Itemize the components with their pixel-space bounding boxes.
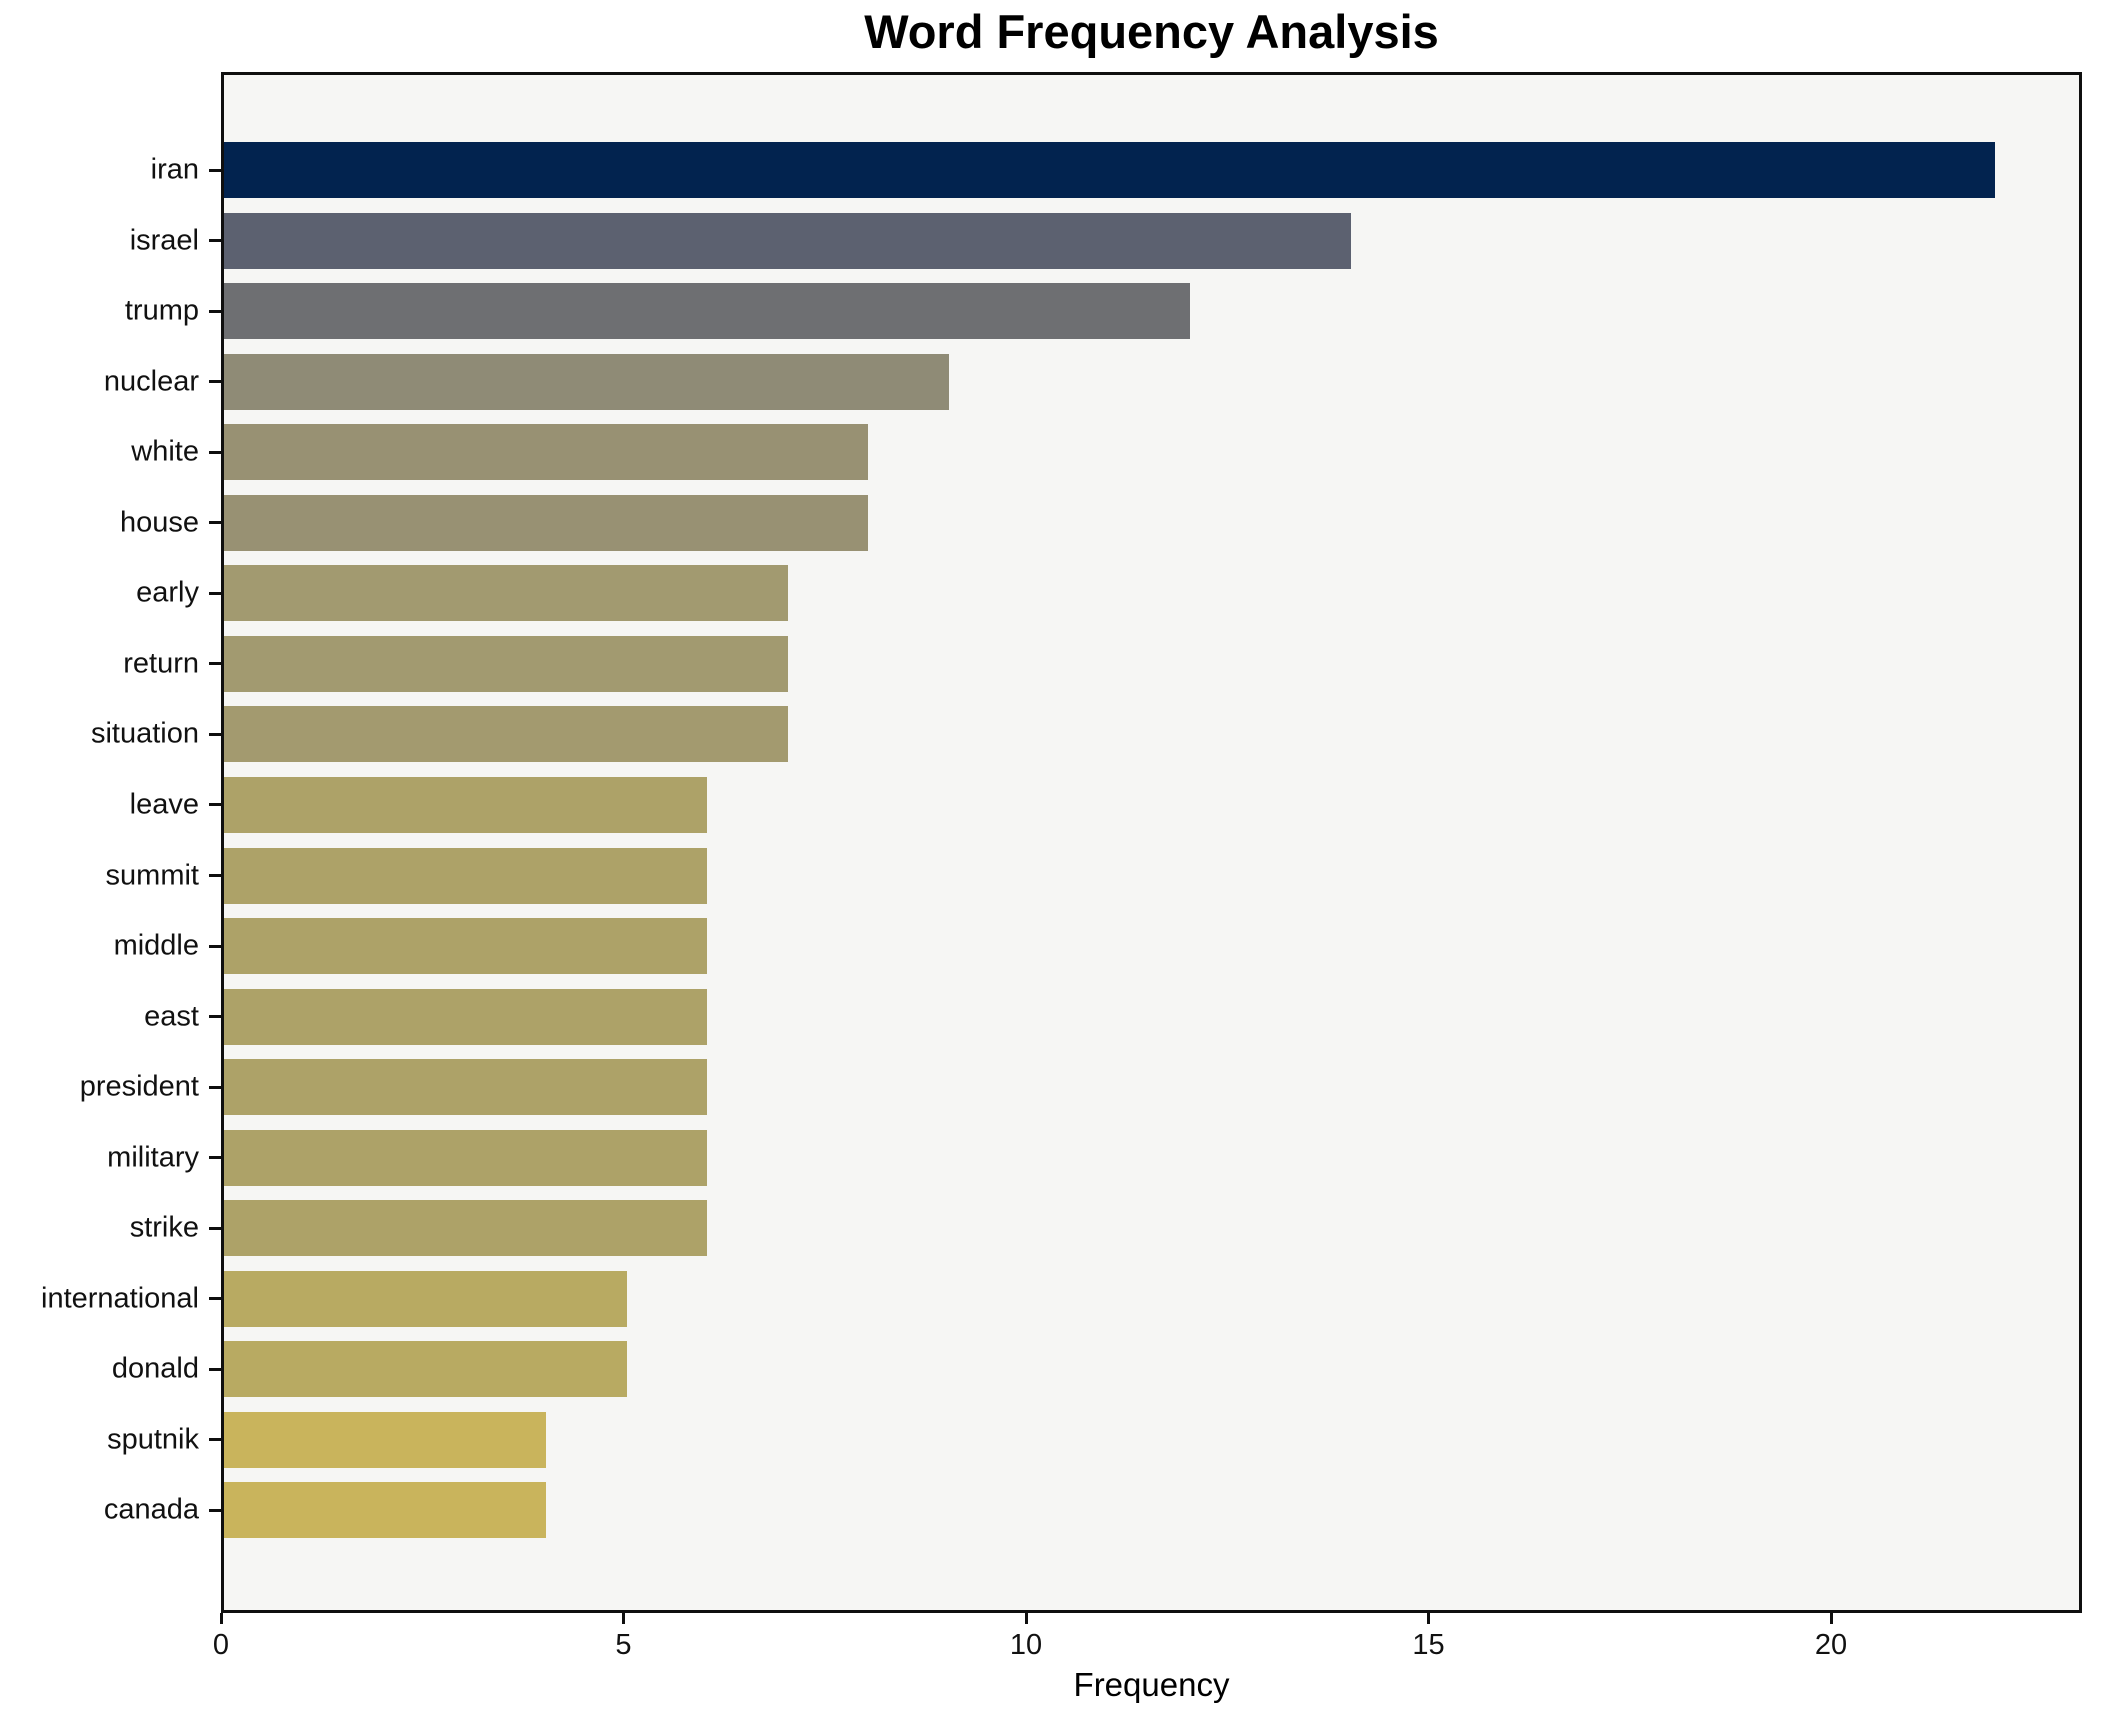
ytick-mark-nuclear: [209, 380, 221, 384]
ytick-mark-strike: [209, 1226, 221, 1230]
ytick-label-trump: trump: [124, 294, 199, 327]
ytick-label-international: international: [41, 1282, 199, 1315]
xtick-mark-0: [219, 1613, 223, 1624]
xtick-label-10: 10: [1009, 1629, 1043, 1661]
bar-situation: [224, 706, 788, 763]
ytick-mark-leave: [209, 803, 221, 807]
bar-east: [224, 988, 707, 1045]
ytick-label-early: early: [136, 576, 199, 609]
ytick-mark-canada: [209, 1508, 221, 1512]
ytick-label-strike: strike: [129, 1211, 199, 1244]
ytick-label-nuclear: nuclear: [103, 365, 199, 398]
ytick-label-situation: situation: [90, 717, 199, 750]
ytick-label-president: president: [79, 1070, 199, 1103]
ytick-mark-israel: [209, 239, 221, 243]
ytick-mark-return: [209, 662, 221, 666]
bar-donald: [224, 1341, 627, 1398]
x-axis-label: Frequency: [1073, 1666, 1230, 1703]
bar-middle: [224, 918, 707, 975]
plot-area: [221, 72, 2082, 1613]
bar-leave: [224, 776, 707, 833]
ytick-label-sputnik: sputnik: [107, 1423, 199, 1456]
ytick-mark-donald: [209, 1367, 221, 1371]
xtick-mark-20: [1829, 1613, 1833, 1624]
ytick-mark-trump: [209, 309, 221, 313]
ytick-mark-president: [209, 1085, 221, 1089]
ytick-label-iran: iran: [150, 153, 199, 186]
ytick-label-summit: summit: [105, 859, 199, 891]
bar-military: [224, 1129, 707, 1186]
ytick-label-donald: donald: [111, 1352, 199, 1385]
ytick-label-canada: canada: [103, 1493, 199, 1526]
xtick-label-20: 20: [1814, 1629, 1848, 1661]
ytick-mark-summit: [209, 874, 221, 877]
bar-return: [224, 635, 788, 692]
ytick-mark-international: [209, 1297, 221, 1301]
bar-trump: [224, 283, 1190, 340]
bar-israel: [224, 212, 1351, 269]
bar-sputnik: [224, 1411, 546, 1468]
xtick-label-0: 0: [212, 1629, 230, 1661]
ytick-label-return: return: [123, 647, 199, 680]
ytick-label-israel: israel: [129, 224, 199, 257]
bar-international: [224, 1270, 627, 1327]
bar-strike: [224, 1200, 707, 1257]
bar-iran: [224, 142, 1995, 198]
ytick-label-house: house: [119, 506, 199, 539]
bar-house: [224, 494, 868, 551]
xtick-mark-5: [622, 1613, 625, 1624]
ytick-mark-middle: [209, 944, 221, 948]
ytick-mark-military: [209, 1156, 221, 1160]
bar-canada: [224, 1482, 546, 1539]
ytick-mark-early: [209, 591, 221, 595]
ytick-mark-iran: [209, 168, 221, 172]
xtick-label-5: 5: [615, 1629, 632, 1661]
xtick-mark-10: [1024, 1613, 1028, 1624]
bar-early: [224, 565, 788, 622]
ytick-mark-situation: [209, 732, 221, 736]
bar-president: [224, 1059, 707, 1116]
ytick-label-middle: middle: [113, 929, 199, 962]
ytick-mark-east: [209, 1015, 221, 1019]
bar-nuclear: [224, 353, 949, 410]
bar-white: [224, 424, 868, 481]
ytick-label-leave: leave: [129, 788, 199, 821]
ytick-mark-house: [209, 521, 221, 525]
chart-title: Word Frequency Analysis: [864, 5, 1439, 58]
ytick-label-white: white: [131, 435, 199, 468]
ytick-mark-white: [209, 450, 221, 454]
ytick-mark-sputnik: [209, 1438, 221, 1442]
ytick-label-east: east: [144, 1000, 199, 1033]
ytick-label-military: military: [107, 1141, 199, 1174]
xtick-mark-15: [1427, 1613, 1430, 1624]
bar-summit: [224, 847, 707, 904]
xtick-label-15: 15: [1412, 1629, 1445, 1661]
